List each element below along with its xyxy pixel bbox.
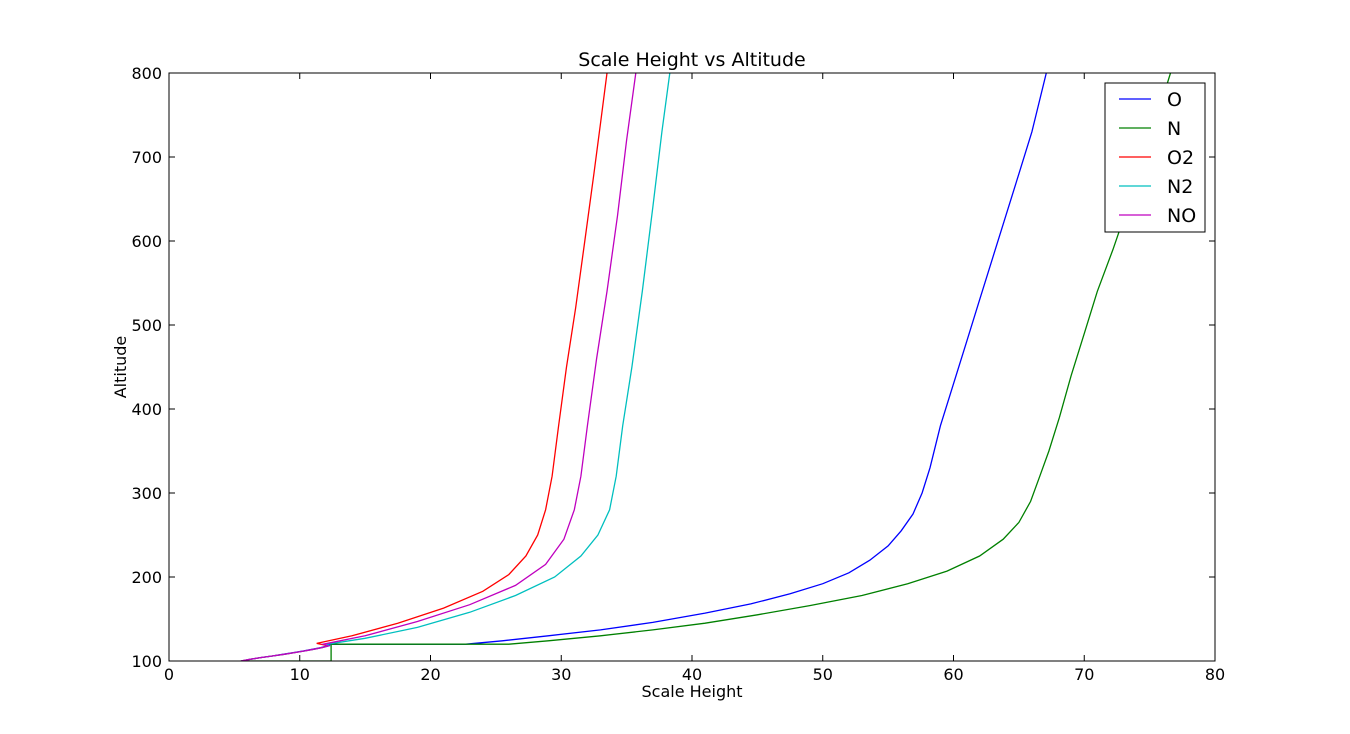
chart-title: Scale Height vs Altitude [578, 49, 805, 71]
plot-frame [168, 72, 1216, 662]
legend-label: NO [1167, 205, 1196, 227]
y-tick-label: 300 [131, 484, 162, 503]
series-line-n [244, 73, 1172, 661]
y-tick-label: 100 [131, 652, 162, 671]
x-tick-label: 60 [943, 665, 963, 684]
x-tick-label: 30 [551, 665, 571, 684]
x-tick-label: 40 [682, 665, 702, 684]
legend-label: O2 [1167, 147, 1194, 169]
series-line-no [240, 73, 637, 661]
x-tick-label: 20 [420, 665, 440, 684]
x-tick-label: 10 [290, 665, 310, 684]
series-layer [240, 73, 1172, 661]
x-tick-label: 70 [1074, 665, 1094, 684]
ticks-layer: 0 10 20 30 40 50 60 70 80 100 200 300 400 500 600 700 80… [131, 64, 1225, 684]
series-line-o [242, 73, 1047, 661]
y-tick-label: 400 [131, 400, 162, 419]
x-axis-title: Scale Height [641, 682, 742, 701]
x-tick-label: 0 [164, 665, 174, 684]
y-tick-label: 200 [131, 568, 162, 587]
legend-label: N2 [1167, 176, 1193, 198]
legend-label: O [1167, 89, 1182, 111]
x-tick-label: 50 [813, 665, 833, 684]
series-line-n2 [240, 73, 671, 661]
y-tick-label: 500 [131, 316, 162, 335]
series-line-o2 [240, 73, 608, 661]
x-tick-label: 80 [1205, 665, 1225, 684]
y-tick-label: 600 [131, 232, 162, 251]
y-tick-label: 800 [131, 64, 162, 83]
y-axis-title: Altitude [111, 336, 130, 399]
legend-label: N [1167, 118, 1181, 140]
legend: ON O2 N2 NO [1104, 82, 1206, 233]
y-tick-label: 700 [131, 148, 162, 167]
